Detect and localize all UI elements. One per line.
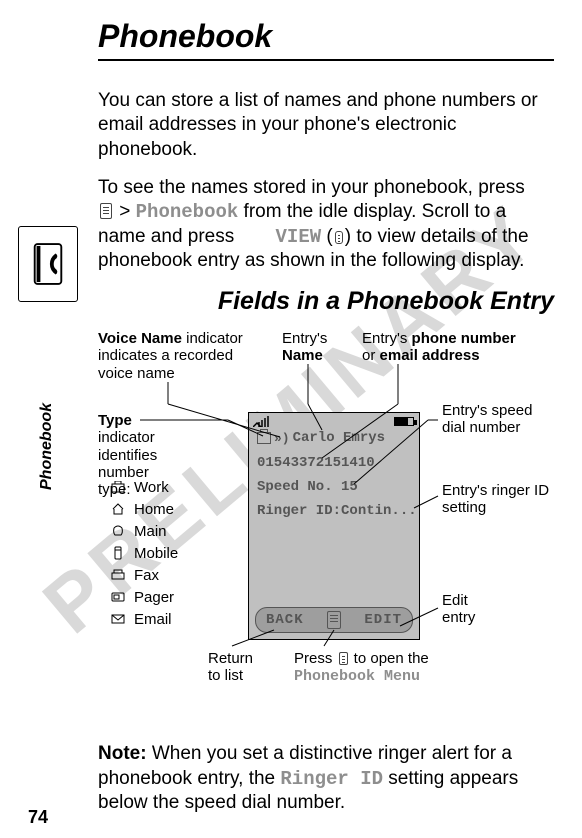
text: > — [119, 201, 135, 222]
work-icon — [110, 481, 126, 493]
label: phone number — [412, 330, 516, 347]
type-indicator-icon — [257, 432, 271, 444]
fax-icon — [110, 569, 126, 581]
label: email address — [380, 347, 480, 364]
entry-name: Carlo Emrys — [293, 430, 385, 446]
ui-word-view: VIEW — [276, 226, 322, 248]
label: Home — [134, 501, 174, 518]
text: Press — [294, 650, 337, 667]
page-content: Phonebook You can store a list of names … — [0, 0, 582, 815]
note-label: Note: — [98, 743, 147, 764]
text: Entry's — [282, 330, 327, 347]
label: Mobile — [134, 545, 178, 562]
annot-speed: Entry's speed dial number — [442, 402, 552, 437]
label: Name — [282, 347, 323, 364]
softkey-icon — [335, 231, 343, 244]
label: Email — [134, 611, 172, 628]
label: Type — [98, 412, 132, 429]
ui-word-phonebook: Phonebook — [136, 201, 239, 223]
annot-entry-name: Entry'sName — [282, 330, 342, 365]
entry-name-row: ») Carlo Emrys — [257, 430, 385, 446]
text: Entry's — [362, 330, 412, 347]
page-title: Phonebook — [98, 18, 554, 55]
softkey-back[interactable]: BACK — [266, 612, 304, 628]
type-main: Main — [110, 520, 178, 542]
softkey-edit[interactable]: EDIT — [364, 612, 402, 628]
annot-edit: Edit entry — [442, 592, 502, 627]
type-home: Home — [110, 498, 178, 520]
annot-voice-name: Voice Name indicator indicates a recorde… — [98, 330, 258, 382]
entry-speed: Speed No. 15 — [257, 479, 358, 495]
email-icon — [110, 614, 126, 624]
type-email: Email — [110, 608, 178, 630]
annot-ringer: Entry's ringer ID setting — [442, 482, 552, 517]
mobile-icon — [110, 546, 126, 560]
type-mobile: Mobile — [110, 542, 178, 564]
label: Pager — [134, 589, 174, 606]
note-paragraph: Note: When you set a distinctive ringer … — [98, 742, 554, 815]
type-list: Work Home Main Mobile Fax Pager Email — [110, 476, 178, 630]
ui-word-ringer-id: Ringer ID — [280, 768, 383, 790]
section-heading: Fields in a Phonebook Entry — [98, 287, 554, 316]
diagram: Voice Name indicator indicates a recorde… — [98, 330, 554, 722]
label: Fax — [134, 567, 159, 584]
entry-ringer: Ringer ID:Contin... — [257, 503, 417, 519]
annot-phone: Entry's phone number or email address — [362, 330, 552, 365]
text: ( — [321, 226, 333, 247]
voice-name-icon: ») — [274, 431, 290, 446]
label: Work — [134, 479, 169, 496]
text: to open the — [350, 650, 429, 667]
label: Main — [134, 523, 167, 540]
intro-paragraph-1: You can store a list of names and phone … — [98, 89, 554, 162]
title-rule — [98, 59, 554, 61]
text: To see the names stored in your phoneboo… — [98, 177, 525, 198]
phone-mockup: ») Carlo Emrys 01543372151410 Speed No. … — [248, 412, 420, 640]
annot-return: Return to list — [208, 650, 268, 685]
home-icon — [110, 503, 126, 515]
text: or — [362, 347, 380, 364]
ui-word-phonebook-menu: Phonebook Menu — [294, 668, 420, 685]
menu-icon — [339, 652, 348, 665]
battery-icon — [394, 417, 414, 426]
type-fax: Fax — [110, 564, 178, 586]
annot-press-menu: Press to open thePhonebook Menu — [294, 650, 484, 686]
pager-icon — [110, 592, 126, 602]
type-work: Work — [110, 476, 178, 498]
softkey-bar: BACK EDIT — [255, 607, 413, 633]
signal-icon — [253, 415, 277, 430]
intro-paragraph-2: To see the names stored in your phoneboo… — [98, 176, 554, 273]
menu-icon — [100, 203, 112, 219]
label: Voice Name — [98, 330, 182, 347]
softkey-menu-icon[interactable] — [327, 611, 341, 629]
entry-number: 01543372151410 — [257, 455, 375, 471]
main-icon — [110, 525, 126, 537]
type-pager: Pager — [110, 586, 178, 608]
